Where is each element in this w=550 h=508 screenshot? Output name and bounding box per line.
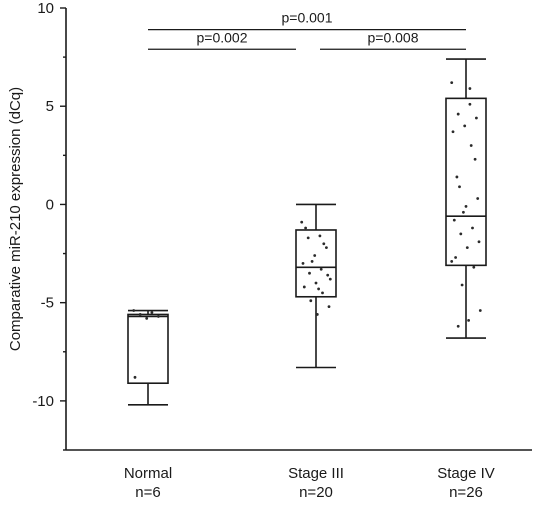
data-point: [456, 324, 460, 328]
data-point: [450, 260, 454, 263]
data-point: [327, 305, 331, 308]
x-axis-labels: Normal n=6 Stage III n=20 Stage IV n=26: [124, 465, 495, 501]
data-point: [476, 197, 480, 200]
data-point: [471, 226, 474, 230]
data-point: [465, 246, 469, 250]
y-axis-label: Comparative miR-210 expression (dCq): [7, 87, 24, 351]
data-point: [157, 315, 160, 318]
data-point: [304, 226, 307, 230]
data-point: [145, 316, 149, 320]
x-sample-size-label: n=20: [299, 484, 333, 501]
data-point: [468, 102, 472, 106]
data-point: [318, 234, 322, 238]
data-point: [460, 283, 464, 287]
box-group-stage-iii: [295, 203, 337, 369]
data-point: [463, 124, 467, 128]
significance-brackets: p=0.001 p=0.002 p=0.008: [148, 10, 466, 50]
p-value-label: p=0.001: [282, 10, 333, 26]
x-sample-size-label: n=6: [135, 484, 160, 501]
data-point: [462, 210, 465, 214]
data-point: [133, 375, 137, 379]
data-point: [451, 130, 455, 134]
y-tick-label: -10: [32, 393, 54, 410]
data-point: [306, 236, 310, 240]
data-point: [308, 271, 311, 275]
box-group-stage-iv: [445, 58, 487, 339]
data-point: [138, 313, 142, 316]
data-point: [328, 277, 332, 281]
data-point: [325, 246, 328, 250]
x-category-label: Stage III: [288, 465, 344, 482]
data-point: [477, 240, 481, 244]
data-point: [456, 112, 460, 116]
data-point: [450, 81, 454, 85]
data-point: [309, 299, 313, 303]
data-point: [455, 175, 459, 179]
data-point: [464, 205, 468, 208]
data-point: [472, 265, 476, 269]
y-tick-label: -5: [41, 295, 54, 312]
x-category-label: Stage IV: [437, 465, 495, 482]
data-point: [301, 261, 305, 265]
y-tick-label: 5: [46, 98, 54, 115]
data-point: [468, 87, 472, 90]
data-point: [475, 116, 478, 120]
box-group-normal: [127, 309, 169, 406]
data-point: [458, 185, 461, 189]
data-point: [150, 311, 154, 314]
x-category-label: Normal: [124, 465, 172, 482]
iqr-box: [445, 97, 487, 267]
data-point: [132, 309, 136, 312]
data-point: [326, 273, 330, 277]
plot-frame: [65, 8, 532, 451]
data-point: [459, 232, 463, 236]
data-point: [310, 260, 314, 263]
iqr-box: [127, 313, 169, 385]
data-point: [467, 318, 470, 322]
data-point: [300, 220, 304, 224]
data-point: [319, 267, 323, 271]
data-point: [321, 291, 324, 295]
data-point: [315, 313, 319, 316]
data-point: [452, 218, 456, 222]
data-point: [314, 281, 318, 285]
data-point: [302, 285, 306, 289]
data-point: [317, 287, 320, 291]
y-tick-label: 10: [37, 0, 54, 17]
data-point: [313, 254, 317, 257]
data-point: [322, 242, 326, 246]
p-value-label: p=0.008: [368, 29, 419, 45]
boxes-layer: [127, 58, 487, 406]
y-axis-ticks: 10 5 0 -5 -10: [32, 0, 66, 451]
data-point: [469, 144, 473, 147]
x-sample-size-label: n=26: [449, 484, 483, 501]
data-point: [478, 309, 482, 312]
p-value-label: p=0.002: [197, 29, 248, 45]
data-point: [473, 157, 477, 161]
data-point: [454, 256, 457, 259]
y-tick-label: 0: [46, 196, 54, 213]
